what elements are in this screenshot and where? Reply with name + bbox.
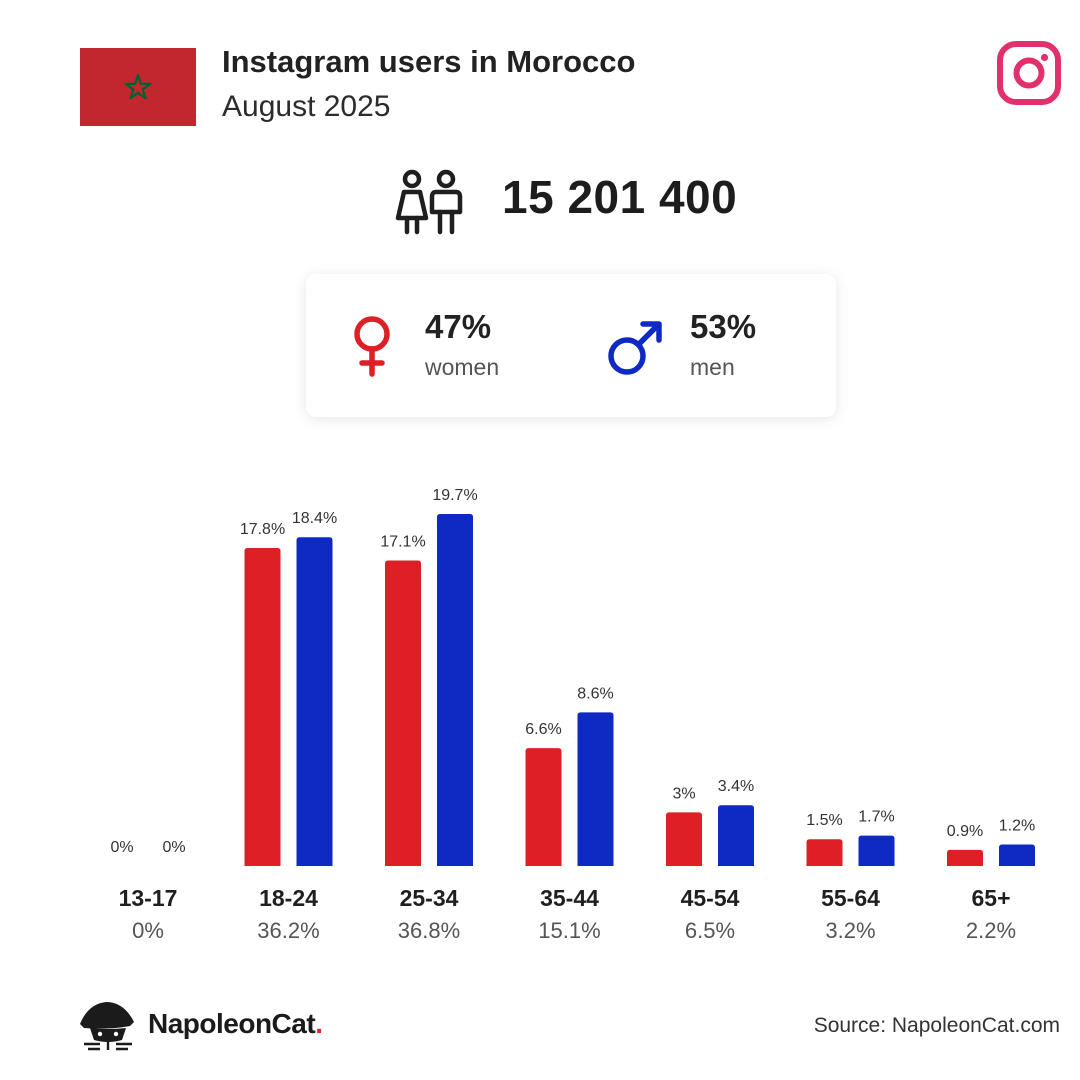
bar-65+-s1 <box>999 844 1035 866</box>
bar-65+-s0 <box>947 849 983 866</box>
bar-value-25-34-s0: 17.1% <box>380 533 425 550</box>
bar-45-54-s0 <box>666 812 702 866</box>
napoleoncat-logo-icon <box>78 1000 138 1052</box>
men-percent: 53% <box>690 308 757 345</box>
total-users-value: 15 201 400 <box>502 171 738 223</box>
source-note: Source: NapoleonCat.com <box>813 1014 1060 1037</box>
bar-value-25-34-s1: 19.7% <box>432 487 477 504</box>
women-percent: 47% <box>425 308 492 345</box>
age-group-total: 2.2% <box>966 918 1016 943</box>
bar-value-13-17-s0: 0% <box>110 839 133 856</box>
age-group-total: 36.2% <box>257 918 319 943</box>
page-subtitle: August 2025 <box>222 90 391 123</box>
bar-35-44-s0 <box>525 748 562 866</box>
bar-value-35-44-s0: 6.6% <box>525 721 561 738</box>
age-group-total: 15.1% <box>538 918 600 943</box>
age-group-label: 55-64 <box>821 885 880 911</box>
age-group-label: 18-24 <box>259 885 318 911</box>
age-group-total: 6.5% <box>685 918 735 943</box>
bar-value-13-17-s1: 0% <box>162 839 185 856</box>
gender-split-card: 47% women 53% men <box>306 274 836 417</box>
age-group-total: 36.8% <box>398 918 460 943</box>
age-group-label: 45-54 <box>681 885 740 911</box>
male-symbol-icon <box>606 318 666 383</box>
brand-text: NapoleonCat <box>148 1008 316 1039</box>
bar-value-35-44-s1: 8.6% <box>577 685 613 702</box>
women-label: women <box>425 354 500 380</box>
female-symbol-icon <box>352 316 392 383</box>
bar-45-54-s1 <box>718 805 754 866</box>
instagram-icon <box>996 40 1062 106</box>
bar-value-45-54-s0: 3% <box>672 785 695 802</box>
bar-18-24-s0 <box>244 547 281 866</box>
brand-name: NapoleonCat. <box>148 1008 323 1040</box>
age-group-label: 13-17 <box>119 885 178 911</box>
bar-value-45-54-s1: 3.4% <box>718 778 754 795</box>
age-group-label: 35-44 <box>540 885 599 911</box>
age-group-label: 25-34 <box>400 885 459 911</box>
bar-value-18-24-s1: 18.4% <box>292 510 337 527</box>
bar-value-65+-s1: 1.2% <box>999 818 1035 835</box>
bar-18-24-s1 <box>296 537 333 866</box>
bar-value-55-64-s0: 1.5% <box>806 812 842 829</box>
age-group-label: 65+ <box>971 885 1010 911</box>
bar-value-55-64-s1: 1.7% <box>858 809 894 826</box>
men-label: men <box>690 354 735 380</box>
bar-value-18-24-s0: 17.8% <box>240 521 285 538</box>
morocco-flag-icon <box>80 48 196 126</box>
bar-35-44-s1 <box>577 712 614 866</box>
brand-dot: . <box>315 1008 323 1039</box>
bar-25-34-s1 <box>437 514 473 866</box>
age-gender-bar-chart: 0% 0% 13-17 0% 17.8% 18.4% 18-24 36.2% 17.1% 19.7… <box>110 487 1035 943</box>
age-group-total: 3.2% <box>825 918 875 943</box>
age-group-total: 0% <box>132 918 164 943</box>
bar-value-65+-s0: 0.9% <box>947 823 983 840</box>
bar-25-34-s0 <box>385 560 421 866</box>
bar-55-64-s1 <box>858 835 895 866</box>
page-title: Instagram users in Morocco <box>222 44 636 79</box>
users-icon <box>394 168 466 238</box>
bar-55-64-s0 <box>806 839 843 866</box>
